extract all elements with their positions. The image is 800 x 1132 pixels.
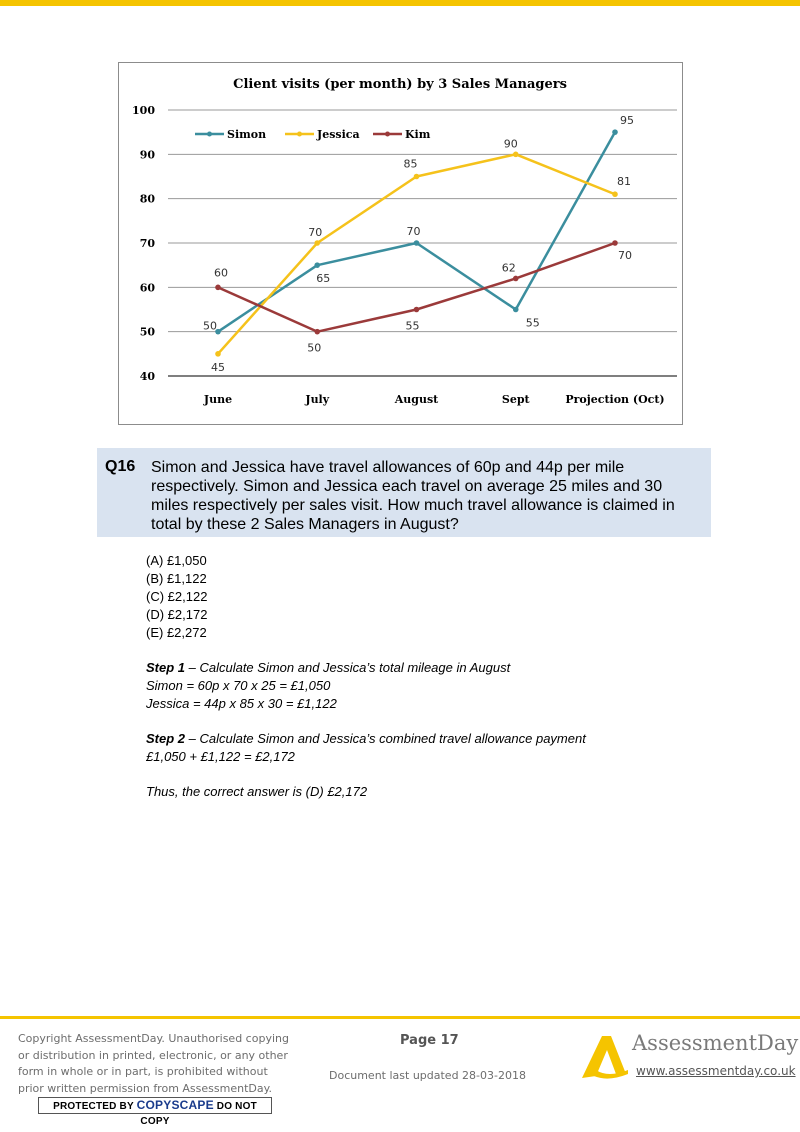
y-tick-label: 100 — [132, 104, 155, 117]
data-point — [612, 240, 618, 246]
option-b: (B) £1,122 — [146, 571, 207, 586]
option-d: (D) £2,172 — [146, 607, 208, 622]
data-point — [413, 173, 420, 180]
data-point — [612, 191, 618, 198]
x-tick-label: July — [304, 393, 329, 406]
y-tick-label: 60 — [140, 281, 156, 294]
y-tick-label: 50 — [140, 326, 156, 339]
step2-label: Step 2 — [146, 731, 186, 746]
x-tick-label: June — [203, 393, 232, 406]
data-point — [314, 328, 321, 335]
data-label: 50 — [307, 342, 321, 355]
question-line: respectively. Simon and Jessica each tra… — [151, 478, 663, 495]
data-label: 55 — [526, 317, 540, 330]
data-point — [512, 275, 519, 282]
data-label: 90 — [504, 137, 518, 150]
top-accent-bar — [0, 0, 800, 6]
step2-text: – Calculate Simon and Jessica’s combined… — [185, 731, 586, 746]
copyscape-badge[interactable]: PROTECTED BY COPYSCAPE DO NOT COPY — [38, 1097, 272, 1127]
assessmentday-logo-icon — [582, 1036, 628, 1079]
data-label: 85 — [404, 158, 418, 171]
step1-heading: Step 1 – Calculate Simon and Jessica’s t… — [146, 659, 706, 677]
step2-calc: £1,050 + £1,122 = £2,172 — [146, 749, 295, 764]
answer-options: (A) £1,050 (B) £1,122 (C) £2,122 (D) £2,… — [146, 552, 207, 642]
y-tick-label: 70 — [140, 237, 156, 250]
brand-name: AssessmentDay — [632, 1031, 799, 1055]
data-point — [413, 306, 420, 313]
copyright-line: Copyright AssessmentDay. Unauthorised co… — [18, 1032, 289, 1045]
data-point — [512, 151, 519, 158]
solution: Step 1 – Calculate Simon and Jessica’s t… — [146, 659, 706, 801]
option-a: (A) £1,050 — [146, 553, 207, 568]
legend-label: Kim — [405, 128, 431, 141]
step1-calc-simon: Simon = 60p x 70 x 25 = £1,050 — [146, 678, 331, 693]
y-tick-label: 90 — [140, 148, 156, 161]
y-tick-label: 80 — [140, 193, 156, 206]
legend-swatch-marker — [207, 131, 212, 137]
data-point — [314, 240, 321, 246]
data-point — [413, 240, 420, 246]
data-label: 45 — [211, 361, 225, 374]
data-label: 55 — [406, 320, 420, 333]
legend-label: Simon — [227, 128, 266, 141]
data-point — [314, 262, 321, 268]
y-tick-label: 40 — [140, 370, 156, 383]
data-point — [512, 306, 519, 313]
x-tick-label: August — [394, 393, 439, 406]
copyscape-pre: PROTECTED BY — [53, 1101, 137, 1112]
question-text: Simon and Jessica have travel allowances… — [151, 458, 701, 534]
option-e: (E) £2,272 — [146, 625, 207, 640]
last-updated: Document last updated 28-03-2018 — [329, 1069, 526, 1082]
data-label: 62 — [502, 261, 516, 274]
data-label: 70 — [308, 226, 322, 239]
data-point — [215, 328, 221, 335]
data-label: 70 — [618, 249, 632, 262]
page-number: Page 17 — [400, 1033, 459, 1048]
step1-text: – Calculate Simon and Jessica’s total mi… — [185, 660, 511, 675]
footer-accent-bar — [0, 1016, 800, 1019]
legend-swatch-marker — [385, 131, 390, 137]
data-point — [215, 351, 221, 357]
question-line: Simon and Jessica have travel allowances… — [151, 459, 625, 476]
option-c: (C) £2,122 — [146, 589, 208, 604]
conclusion: Thus, the correct answer is (D) £2,172 — [146, 784, 368, 799]
copyright-line: prior written permission from Assessment… — [18, 1081, 273, 1095]
copyscape-brand: COPYSCAPE — [136, 1098, 214, 1112]
data-label: 70 — [407, 225, 421, 238]
question-number: Q16 — [105, 458, 136, 475]
website-link[interactable]: www.assessmentday.co.uk — [636, 1064, 796, 1078]
data-label: 65 — [316, 272, 330, 285]
data-point — [215, 284, 221, 291]
question-line: miles respectively per sales visit. How … — [151, 497, 675, 514]
data-label: 81 — [617, 175, 631, 188]
data-label: 60 — [214, 266, 228, 279]
step1-calc-jessica: Jessica = 44p x 85 x 30 = £1,122 — [146, 696, 337, 711]
legend-label: Jessica — [316, 128, 360, 141]
step2-heading: Step 2 – Calculate Simon and Jessica’s c… — [146, 730, 706, 748]
legend-swatch-marker — [297, 131, 302, 137]
data-label: 95 — [620, 114, 634, 127]
copyright-line: form in whole or in part, is prohibited … — [18, 1065, 268, 1078]
x-tick-label: Projection (Oct) — [565, 393, 664, 406]
question-line: total by these 2 Sales Managers in Augus… — [151, 516, 459, 533]
data-point — [612, 129, 618, 135]
copyright-line: or distribution in printed, electronic, … — [18, 1048, 288, 1062]
question-box: Q16 Simon and Jessica have travel allowa… — [97, 448, 711, 537]
copyright-notice: Copyright AssessmentDay. Unauthorised co… — [18, 1031, 308, 1097]
data-label: 50 — [203, 320, 217, 333]
copyscape-post: DO NOT COPY — [140, 1101, 257, 1127]
line-chart: Client visits (per month) by 3 Sales Man… — [118, 62, 683, 425]
x-tick-label: Sept — [502, 393, 531, 406]
step1-label: Step 1 — [146, 660, 186, 675]
chart-title: Client visits (per month) by 3 Sales Man… — [233, 77, 567, 92]
chart-canvas: Client visits (per month) by 3 Sales Man… — [132, 77, 677, 406]
